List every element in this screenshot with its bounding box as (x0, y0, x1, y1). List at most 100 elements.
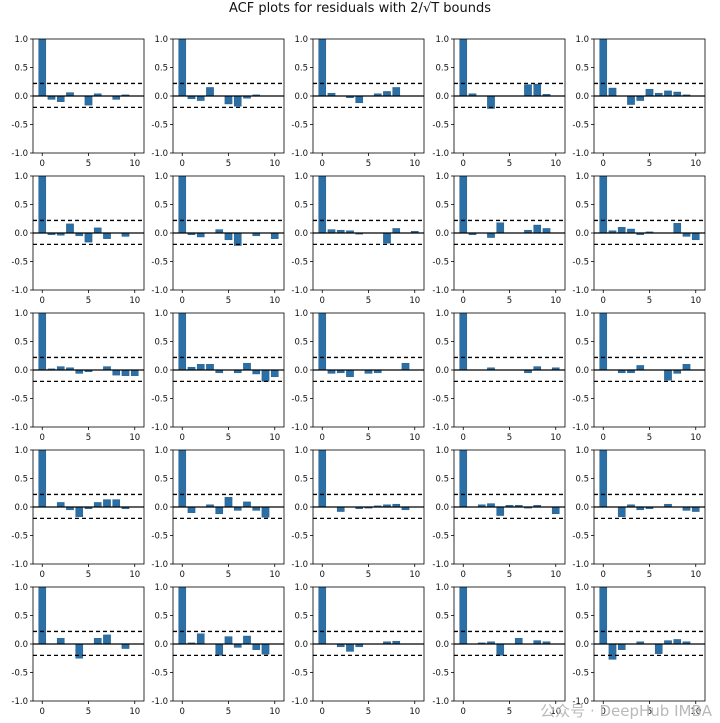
y-tick-label: 0.0 (435, 503, 449, 513)
y-tick-label: 1.0 (435, 172, 449, 182)
y-tick-label: 0.5 (294, 201, 308, 211)
acf-bar-lag-3 (206, 87, 214, 97)
y-tick-label: 0.5 (575, 612, 589, 622)
acf-bar-lag-0 (599, 587, 608, 645)
acf-panel-18: 1.0 0.5 0.0 -0.5 -1.0 0 5 10 (291, 446, 425, 580)
x-tick-label: 0 (320, 707, 325, 717)
acf-bar-lag-1 (187, 506, 196, 513)
y-tick-label: 0.5 (154, 64, 168, 74)
acf-panel-20: 1.0 0.5 0.0 -0.5 -1.0 0 5 10 (572, 446, 706, 580)
y-tick-label: -1.0 (572, 149, 589, 159)
x-tick-label: 5 (647, 707, 652, 717)
y-tick-label: -1.0 (291, 149, 308, 159)
acf-bar-lag-2 (617, 643, 626, 650)
x-tick-label: 10 (129, 159, 140, 169)
y-tick-label: -1.0 (11, 560, 28, 570)
x-tick-label: 0 (320, 296, 325, 306)
acf-bar-lag-8 (392, 228, 401, 234)
y-tick-label: -0.5 (291, 669, 308, 679)
x-tick-label: 5 (86, 296, 91, 306)
title-suffix: bounds (439, 1, 492, 16)
y-tick-label: 0.0 (575, 503, 589, 513)
y-tick-label: 0.0 (294, 366, 308, 376)
y-tick-label: -1.0 (151, 423, 168, 433)
x-tick-label: 5 (366, 570, 371, 580)
acf-bar-lag-2 (56, 502, 65, 508)
x-tick-label: 10 (269, 570, 280, 580)
acf-bar-lag-7 (103, 232, 111, 239)
acf-bar-lag-7 (103, 634, 111, 645)
x-tick-label: 0 (40, 433, 45, 443)
y-tick-label: 0.5 (435, 612, 449, 622)
y-tick-label: 0.5 (575, 201, 589, 211)
acf-bar-lag-0 (459, 176, 468, 234)
chart-title: ACF plots for residuals with 2/√T bounds (0, 0, 720, 17)
acf-bar-lag-7 (664, 369, 672, 381)
y-tick-label: 0.0 (14, 229, 28, 239)
acf-bar-lag-6 (233, 95, 242, 107)
y-tick-label: 1.0 (14, 583, 28, 593)
acf-bar-lag-6 (93, 502, 102, 508)
acf-bar-lag-5 (224, 232, 233, 241)
x-tick-label: 5 (86, 707, 91, 717)
acf-panel-4: 1.0 0.5 0.0 -0.5 -1.0 0 5 10 (432, 35, 566, 169)
y-tick-label: 1.0 (294, 309, 308, 319)
acf-bar-lag-0 (318, 313, 327, 371)
x-tick-label: 0 (461, 433, 466, 443)
x-tick-label: 10 (129, 296, 140, 306)
y-tick-label: 1.0 (14, 35, 28, 45)
acf-bar-lag-2 (336, 506, 345, 512)
acf-bar-lag-2 (617, 506, 626, 517)
acf-bar-lag-4 (215, 643, 224, 656)
watermark: 公众号 · DeepHub IMBA (540, 702, 712, 720)
acf-bar-lag-9 (261, 506, 270, 518)
y-tick-label: 0.0 (294, 92, 308, 102)
x-tick-label: 0 (320, 433, 325, 443)
acf-bar-lag-0 (38, 587, 47, 645)
x-tick-label: 0 (40, 296, 45, 306)
acf-bar-lag-6 (93, 227, 102, 234)
y-tick-label: -1.0 (572, 286, 589, 296)
x-tick-label: 5 (507, 433, 512, 443)
acf-panel-5: 1.0 0.5 0.0 -0.5 -1.0 0 5 10 (572, 35, 706, 169)
panel-plot-area (594, 39, 705, 109)
acf-bar-lag-0 (178, 450, 187, 508)
y-tick-label: 1.0 (575, 172, 589, 182)
y-tick-label: -0.5 (291, 258, 308, 268)
y-tick-label: -0.5 (432, 669, 449, 679)
acf-bar-lag-4 (215, 506, 224, 515)
acf-panel-14: 1.0 0.5 0.0 -0.5 -1.0 0 5 10 (432, 309, 566, 443)
x-tick-label: 5 (86, 433, 91, 443)
x-tick-label: 5 (366, 707, 371, 717)
panel-plot-area (313, 587, 424, 657)
y-tick-label: -1.0 (151, 560, 168, 570)
x-tick-label: 10 (409, 570, 420, 580)
x-tick-label: 5 (507, 159, 512, 169)
title-prefix: ACF plots for residuals with 2/ (228, 1, 423, 16)
x-tick-label: 0 (461, 296, 466, 306)
y-tick-label: 0.5 (14, 64, 28, 74)
acf-bar-lag-4 (75, 643, 84, 659)
acf-bar-lag-0 (318, 587, 327, 645)
x-tick-label: 0 (40, 707, 45, 717)
y-tick-label: 0.0 (575, 366, 589, 376)
panel-plot-area (454, 176, 565, 246)
y-tick-label: -0.5 (11, 395, 28, 405)
y-tick-label: 0.5 (154, 475, 168, 485)
x-tick-label: 10 (409, 433, 420, 443)
x-tick-label: 0 (461, 570, 466, 580)
y-tick-label: 0.5 (154, 612, 168, 622)
acf-bar-lag-5 (224, 636, 233, 645)
acf-bar-lag-0 (459, 587, 468, 645)
y-tick-label: 0.5 (154, 201, 168, 211)
y-tick-label: -1.0 (572, 423, 589, 433)
acf-bar-lag-2 (196, 633, 205, 645)
x-tick-label: 0 (180, 707, 185, 717)
acf-bar-lag-4 (355, 95, 364, 104)
y-tick-label: 0.5 (14, 201, 28, 211)
x-tick-label: 0 (601, 159, 606, 169)
acf-bar-lag-2 (617, 227, 626, 234)
acf-panel-21: 1.0 0.5 0.0 -0.5 -1.0 0 5 10 (11, 583, 145, 717)
acf-bar-lag-4 (496, 643, 505, 656)
acf-bar-lag-3 (66, 223, 74, 234)
